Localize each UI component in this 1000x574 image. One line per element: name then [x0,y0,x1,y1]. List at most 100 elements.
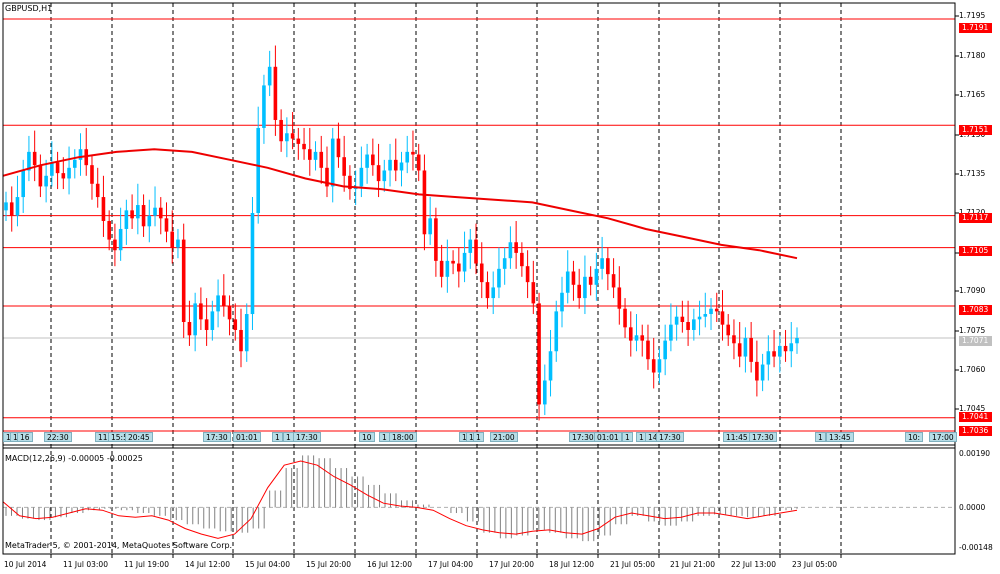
candle-body [307,149,312,160]
candle-body [749,337,753,362]
candle-body [72,159,77,168]
candle-body [181,239,186,323]
candle-body [514,242,518,253]
candle-body [227,306,232,320]
candle-body [336,138,341,158]
candle-body [714,308,719,312]
candle-body [434,218,438,261]
candle-body [628,327,633,341]
candle-body [313,151,318,160]
chart-frame [2,2,959,555]
candle-body [491,287,496,299]
candle-body [428,218,432,235]
candle-body [250,213,255,315]
horizontal-levels [3,18,955,432]
candle-body [141,205,146,227]
candle-body [789,343,794,352]
candle-body [136,205,140,219]
plot-border [2,2,956,555]
candle-body [600,258,604,269]
candle-body [55,162,60,174]
candle-body [445,260,450,277]
candle-body [4,202,8,211]
candle-body [795,337,799,344]
candle-body [176,239,180,248]
candle-body [262,85,266,128]
candle-body [606,258,610,275]
candle-body [95,183,100,198]
candle-body [617,287,622,309]
candle-body [520,252,524,267]
candle-body [164,218,169,232]
candle-body [703,314,708,317]
candle-body [90,165,94,184]
candle-body [61,173,66,179]
candle-body [674,316,679,325]
candle-body [267,66,272,86]
candle-body [479,263,484,283]
candle-body [772,351,776,357]
candle-body [474,239,478,264]
macd-signal-line [2,460,798,539]
candle-body [405,151,410,163]
candle-body [376,165,381,182]
candle-body [462,252,467,272]
candle-body [766,351,771,365]
candle-body [497,268,501,288]
candle-body [44,175,48,187]
candle-body [210,311,215,330]
candle-body [439,260,444,277]
candle-body [187,322,192,336]
candle-body [669,324,673,341]
candle-body [697,316,702,320]
candle-body [388,159,392,171]
candle-body [78,149,83,160]
candle-body [296,138,301,144]
candle-body [27,151,31,171]
candle-body [393,159,398,171]
candle-body [640,335,645,341]
candle-body [743,337,748,357]
candle-body [204,319,209,330]
candle-body [216,295,220,312]
candle-body [170,231,175,248]
candle-body [365,154,369,168]
candle-body [623,308,627,328]
candle-body [330,138,335,187]
candle-body [193,303,197,336]
candle-body [451,260,455,264]
candle-body [290,133,295,139]
candle-body [720,311,725,325]
candle-body [411,151,415,155]
candle-body [531,282,536,304]
candle-body [21,170,25,198]
candle-body [107,220,111,240]
candle-body [732,335,736,344]
candle-body [692,319,696,330]
candle-body [709,308,713,315]
candle-body [571,271,576,285]
macd-panel [2,455,955,542]
candle-body [760,364,765,381]
candle-body [399,162,404,171]
candle-body [38,165,43,187]
candle-body [244,314,249,352]
candle-body [67,167,71,179]
candle-body [325,167,329,187]
candle-body [457,263,461,272]
candle-body [634,335,639,341]
candle-body [737,343,742,357]
candle-body [651,359,656,373]
candle-body [285,133,289,142]
candle-body [101,197,106,221]
candle-body [302,143,306,150]
candle-body [686,322,690,330]
candle-body [256,127,261,214]
candle-body [611,274,616,288]
candle-body [84,149,89,166]
candle-body [279,119,283,142]
candle-body [348,175,352,190]
candle-body [525,266,530,283]
candle-body [583,276,587,299]
